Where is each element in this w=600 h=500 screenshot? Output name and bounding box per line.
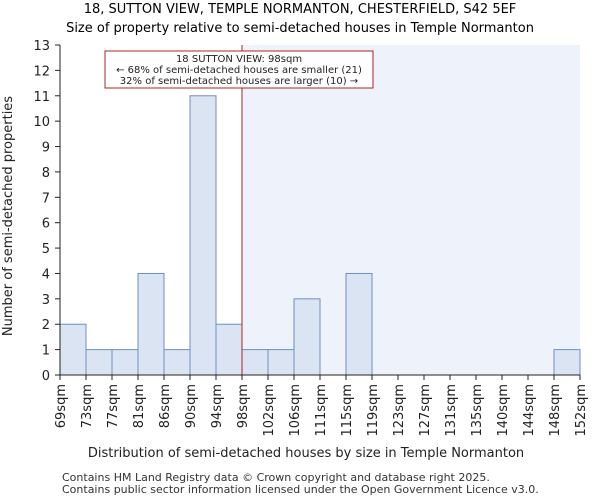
x-tick-label: 77sqm <box>106 384 121 428</box>
bar-148sqm <box>553 349 581 376</box>
y-tick-label: 7 <box>42 191 50 206</box>
y-tick-label: 13 <box>33 39 50 54</box>
chart-title: 18, SUTTON VIEW, TEMPLE NORMANTON, CHEST… <box>84 2 517 17</box>
bar-86sqm <box>163 349 191 376</box>
y-tick-label: 0 <box>42 369 50 384</box>
x-tick-label: 152sqm <box>574 384 589 437</box>
annotation-frame <box>104 50 374 89</box>
x-tick-label: 69sqm <box>54 384 69 428</box>
x-tick-label: 102sqm <box>262 384 277 437</box>
bar-81sqm <box>137 272 165 376</box>
x-tick-label: 127sqm <box>418 384 433 437</box>
bar-98sqm <box>241 349 269 376</box>
annotation-box: 18 SUTTON VIEW: 98sqm ← 68% of semi-deta… <box>104 50 374 89</box>
x-tick-label: 106sqm <box>288 384 303 437</box>
bar-77sqm <box>111 349 139 376</box>
x-tick-label: 119sqm <box>366 384 381 437</box>
bar-73sqm <box>85 349 113 376</box>
x-tick-label: 81sqm <box>132 384 147 428</box>
annotation-line-1: 18 SUTTON VIEW: 98sqm <box>176 54 302 65</box>
bar-102sqm <box>267 349 295 376</box>
y-tick-label: 1 <box>42 344 50 359</box>
x-tick-label: 123sqm <box>392 384 407 437</box>
y-tick-label: 3 <box>42 293 50 308</box>
x-tick-label: 131sqm <box>444 384 459 437</box>
x-tick-label: 86sqm <box>158 384 173 428</box>
bar-106sqm <box>293 298 321 376</box>
bar-115sqm <box>345 272 373 376</box>
chart-subtitle: Size of property relative to semi-detach… <box>66 21 534 36</box>
x-ticks: 69sqm 73sqm 77sqm 81sqm 86sqm 90sqm 94sqm 98sqm… <box>54 375 589 437</box>
x-tick-label: 148sqm <box>548 384 563 437</box>
x-tick-label: 115sqm <box>340 384 355 437</box>
y-tick-label: 12 <box>33 64 50 79</box>
x-tick-label: 144sqm <box>522 384 537 437</box>
y-tick-label: 9 <box>42 141 50 156</box>
footer-line-2: Contains public sector information licen… <box>62 483 539 496</box>
y-tick-label: 8 <box>42 166 50 181</box>
y-tick-label: 11 <box>33 90 50 105</box>
annotation-line-2: ← 68% of semi-detached houses are smalle… <box>116 65 362 76</box>
annotation-line-3: 32% of semi-detached houses are larger (… <box>120 76 358 87</box>
x-tick-label: 135sqm <box>470 384 485 437</box>
y-tick-label: 10 <box>33 115 50 130</box>
y-tick-label: 4 <box>42 267 50 282</box>
x-tick-label: 111sqm <box>314 384 329 437</box>
highlight-region <box>242 45 580 375</box>
y-tick-label: 6 <box>42 217 50 232</box>
footer-line-1: Contains HM Land Registry data © Crown c… <box>62 471 490 484</box>
y-tick-label: 5 <box>42 242 50 257</box>
y-axis-label: Number of semi-detached properties <box>1 96 16 336</box>
x-tick-label: 98sqm <box>236 384 251 428</box>
bar-90sqm <box>189 95 217 376</box>
y-tick-label: 2 <box>42 318 50 333</box>
x-axis-label: Distribution of semi-detached houses by … <box>88 446 524 461</box>
x-tick-label: 140sqm <box>496 384 511 437</box>
x-tick-label: 94sqm <box>210 384 225 428</box>
bars-group <box>59 95 581 376</box>
bar-69sqm <box>59 323 87 376</box>
x-tick-label: 90sqm <box>184 384 199 428</box>
bar-94sqm <box>215 323 243 376</box>
x-tick-label: 73sqm <box>80 384 95 428</box>
